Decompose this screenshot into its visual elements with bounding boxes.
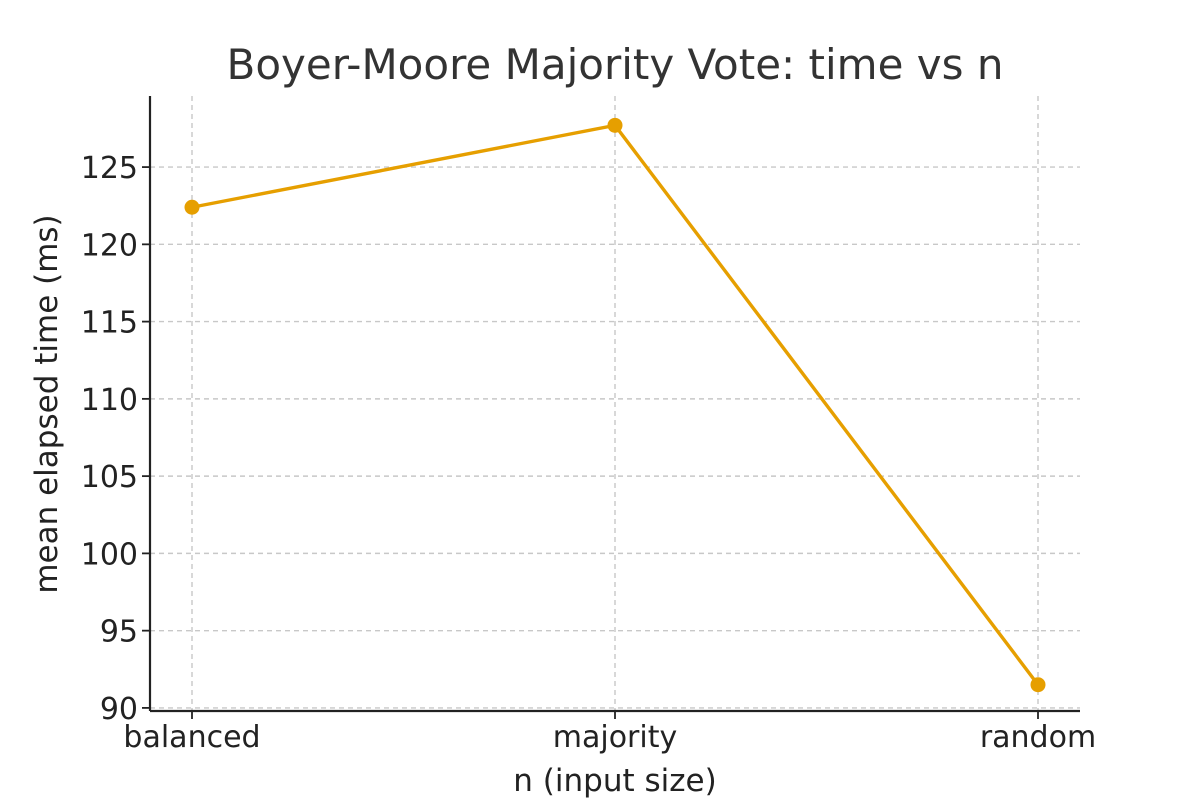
y-tick-label: 120 — [81, 228, 138, 263]
y-tick-label: 125 — [81, 151, 138, 186]
y-tick-label: 90 — [100, 692, 138, 727]
x-tick-label: random — [980, 720, 1096, 755]
y-axis-ticks: 90 95 100 105 110 115 120 125 — [81, 151, 150, 727]
data-point — [184, 199, 200, 215]
y-tick-label: 115 — [81, 306, 138, 341]
y-tick-label: 95 — [100, 615, 138, 650]
data-point — [1030, 677, 1046, 693]
data-point — [607, 117, 623, 133]
chart-title: Boyer-Moore Majority Vote: time vs n — [227, 40, 1004, 89]
series-layer — [184, 117, 1046, 693]
y-axis-label: mean elapsed time (ms) — [29, 214, 65, 593]
x-tick-label: balanced — [123, 720, 260, 755]
x-tick-label: majority — [553, 720, 677, 755]
y-tick-label: 100 — [81, 537, 138, 572]
x-axis-ticks: balanced majority random — [123, 711, 1096, 755]
y-tick-label: 105 — [81, 460, 138, 495]
grid — [150, 96, 1080, 711]
x-axis-label: n (input size) — [513, 763, 716, 799]
y-tick-label: 110 — [81, 383, 138, 418]
